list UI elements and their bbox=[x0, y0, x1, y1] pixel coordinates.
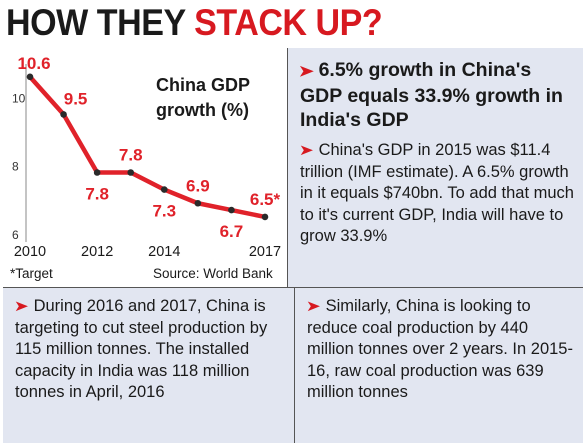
red-arrow-icon: ➤ bbox=[305, 298, 321, 315]
info-headline-text: 6.5% growth in China's GDP equals 33.9% … bbox=[300, 59, 563, 131]
title-black: HOW THEY bbox=[6, 2, 195, 43]
info-panel: ➤ 6.5% growth in China's GDP equals 33.9%… bbox=[288, 48, 583, 288]
info-body-text: China's GDP in 2015 was $11.4 trillion (… bbox=[300, 141, 574, 245]
data-label: 7.8 bbox=[85, 185, 109, 204]
page-title: HOW THEY STACK UP? bbox=[6, 2, 383, 44]
data-label: 9.5 bbox=[64, 89, 88, 108]
steel-panel: ➤ During 2016 and 2017, China is targetin… bbox=[3, 288, 295, 443]
y-tick-label: 10 bbox=[12, 91, 26, 105]
data-point bbox=[93, 169, 101, 176]
coal-text-block: ➤ Similarly, China is looking to reduce c… bbox=[305, 296, 579, 404]
chart-title-line1: China GDP bbox=[156, 75, 250, 95]
coal-text: Similarly, China is looking to reduce co… bbox=[307, 297, 573, 401]
data-point bbox=[127, 169, 135, 176]
data-label: 6.7 bbox=[220, 222, 244, 241]
steel-text: During 2016 and 2017, China is targeting… bbox=[15, 297, 268, 401]
chart-title-line2: growth (%) bbox=[156, 100, 249, 120]
steel-text-block: ➤ During 2016 and 2017, China is targetin… bbox=[13, 296, 290, 404]
y-tick-label: 8 bbox=[12, 160, 19, 174]
x-tick-label: 2012 bbox=[81, 244, 113, 260]
data-label: 7.8 bbox=[119, 146, 143, 165]
chart-footnote: *Target bbox=[10, 266, 53, 281]
chart-panel: 10 8 6 2010 2012 2014 2017 10.6 9.5 7.8 7.8 7.3 6.9 6… bbox=[3, 48, 288, 288]
data-point bbox=[261, 213, 269, 221]
gdp-line-chart: 10 8 6 2010 2012 2014 2017 10.6 9.5 7.8 7.8 7.3 6.9 6… bbox=[10, 54, 281, 281]
data-point bbox=[26, 73, 34, 81]
data-point bbox=[160, 186, 168, 193]
series-line bbox=[27, 74, 268, 220]
chart-marks bbox=[26, 73, 269, 221]
x-tick-label: 2014 bbox=[148, 244, 180, 260]
x-tick-label: 2010 bbox=[14, 244, 46, 260]
data-label: 6.9 bbox=[186, 176, 210, 195]
chart-labels: 10 8 6 2010 2012 2014 2017 10.6 9.5 7.8 7.8 7.3 6.9 6… bbox=[12, 54, 281, 260]
coal-panel: ➤ Similarly, China is looking to reduce c… bbox=[295, 288, 583, 443]
info-body: ➤ China's GDP in 2015 was $11.4 trillion … bbox=[298, 140, 578, 248]
red-arrow-icon: ➤ bbox=[298, 63, 314, 80]
data-label: 6.5* bbox=[250, 190, 281, 209]
data-point bbox=[60, 111, 67, 118]
data-point bbox=[194, 199, 202, 207]
red-arrow-icon: ➤ bbox=[13, 298, 29, 315]
x-tick-label: 2017 bbox=[249, 244, 281, 260]
data-label: 10.6 bbox=[17, 54, 50, 73]
data-label: 7.3 bbox=[152, 202, 176, 221]
data-point bbox=[228, 206, 235, 214]
title-red: STACK UP? bbox=[194, 2, 383, 43]
red-arrow-icon: ➤ bbox=[298, 142, 314, 159]
y-tick-label: 6 bbox=[12, 228, 19, 242]
info-headline: ➤ 6.5% growth in China's GDP equals 33.9%… bbox=[298, 58, 575, 132]
chart-source: Source: World Bank bbox=[153, 266, 273, 281]
